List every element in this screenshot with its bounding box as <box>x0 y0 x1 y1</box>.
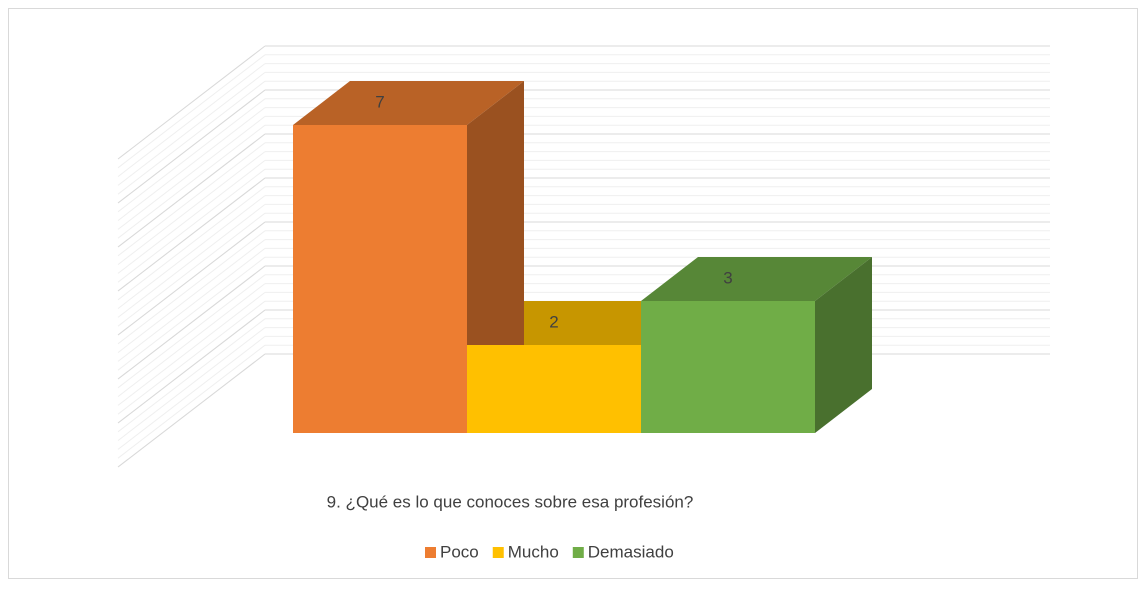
bar-top <box>641 257 872 301</box>
grid-line <box>117 89 266 204</box>
minor-grid-line <box>117 107 266 221</box>
minor-grid-line <box>117 204 266 318</box>
legend-label: Poco <box>440 542 479 561</box>
minor-grid-line <box>117 98 266 213</box>
minor-grid-line <box>117 274 266 389</box>
bar <box>293 125 467 433</box>
chart-border <box>8 8 1138 579</box>
legend-swatch <box>572 547 584 558</box>
legend-label: Demasiado <box>588 542 674 561</box>
bar <box>641 301 815 433</box>
minor-grid-line <box>117 318 266 433</box>
minor-grid-line <box>117 186 266 301</box>
minor-grid-line <box>117 72 266 186</box>
minor-grid-line <box>117 142 266 257</box>
minor-grid-line <box>117 116 266 230</box>
grid-line <box>117 177 266 292</box>
legend-swatch <box>492 547 504 558</box>
grid-line <box>117 265 266 380</box>
grid-line <box>117 221 266 336</box>
minor-grid-line <box>117 336 266 450</box>
bar <box>467 345 641 433</box>
data-label: 3 <box>723 268 732 287</box>
grid-line <box>117 45 266 160</box>
minor-grid-line <box>117 283 266 397</box>
minor-grid-line <box>117 327 266 441</box>
bar-top <box>467 301 698 345</box>
minor-grid-line <box>117 124 266 239</box>
bar-side <box>815 257 872 433</box>
minor-grid-line <box>117 256 266 371</box>
minor-grid-line <box>117 292 266 406</box>
minor-grid-line <box>117 230 266 345</box>
minor-grid-line <box>117 168 266 283</box>
grid-line <box>117 309 266 424</box>
minor-grid-line <box>117 151 266 265</box>
bar-top <box>293 81 524 125</box>
minor-grid-line <box>117 239 266 353</box>
minor-grid-line <box>117 80 266 195</box>
bars: 7 2 3 <box>293 81 872 433</box>
minor-grid-line <box>117 63 266 177</box>
legend-swatch <box>425 547 436 558</box>
grid-line <box>117 133 266 248</box>
minor-grid-line <box>117 54 266 169</box>
grid-line <box>117 353 266 468</box>
legend-label: Mucho <box>508 542 559 561</box>
minor-grid-line <box>117 248 266 362</box>
data-label: 2 <box>549 312 558 331</box>
minor-grid-line <box>117 212 266 327</box>
data-label: 7 <box>375 92 384 111</box>
minor-grid-line <box>117 195 266 309</box>
legend: Poco Mucho Demasiado <box>425 542 674 561</box>
chart-title: 9. ¿Qué es lo que conoces sobre esa prof… <box>327 492 694 511</box>
minor-grid-line <box>117 300 266 415</box>
minor-grid-line <box>117 344 266 459</box>
minor-grid-line <box>117 160 266 274</box>
